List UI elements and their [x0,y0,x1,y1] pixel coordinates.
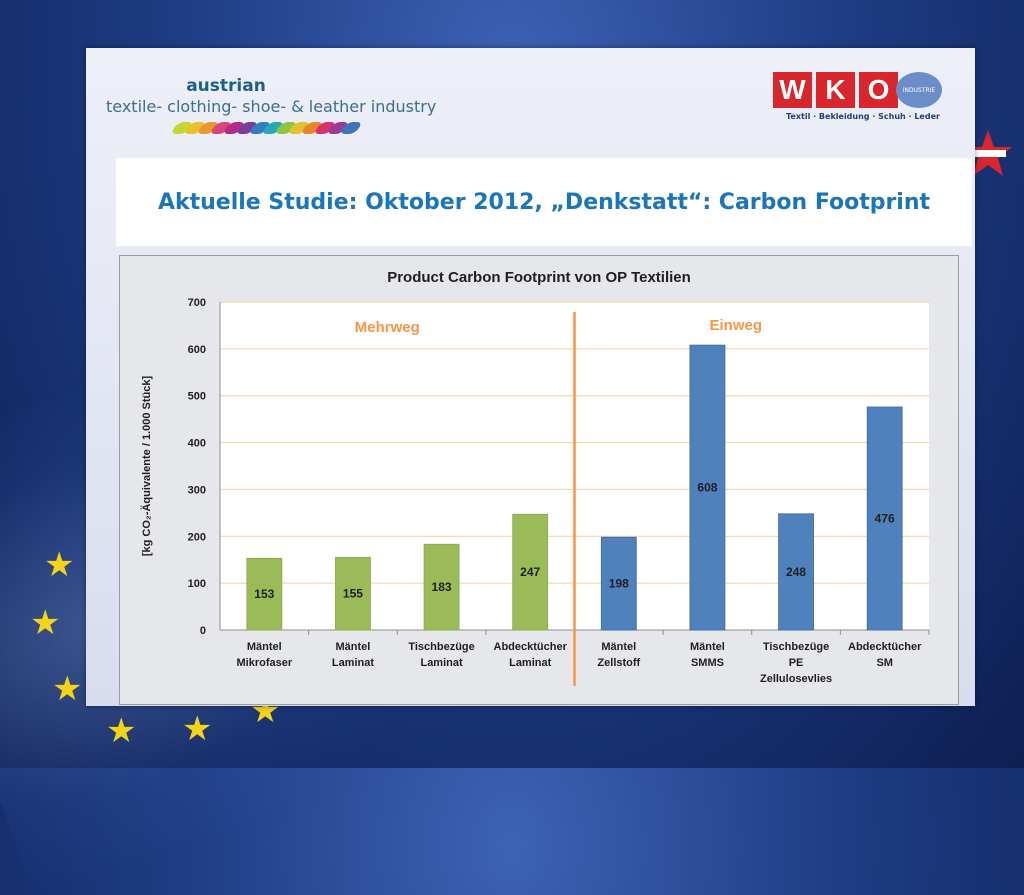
x-tick-label: Zellstoff [597,657,640,669]
x-tick-label: SMMS [691,657,724,669]
bar [866,406,903,631]
eu-star-icon: ★ [44,545,75,585]
x-tick-label: Mäntel [336,641,371,653]
x-tick-label: Laminat [509,657,552,669]
wko-industrie-badge: INDUSTRIE [896,72,942,108]
eu-star-icon: ★ [106,711,137,751]
bar [246,557,283,631]
x-tick-label: PE [789,657,804,669]
wko-logo: W K O INDUSTRIE Textil · Bekleidung · Sc… [773,72,953,134]
x-tick-label: Abdecktücher [848,641,922,653]
x-tick-label: Zellulosevlies [760,673,832,685]
x-tick-label: Laminat [332,657,375,669]
austria-star-icon [964,130,1012,176]
x-tick-label: SM [876,657,893,669]
data-label: 248 [786,565,806,579]
bar [600,536,637,631]
y-tick-label: 500 [188,391,206,403]
bar [335,556,371,631]
eu-star-icon: ★ [52,669,83,709]
wko-letter: K [816,72,855,108]
x-tick-label: Mäntel [247,641,282,653]
x-tick-label: Abdecktücher [494,641,568,653]
x-tick-label: Tischbezüge [763,641,829,653]
data-label: 247 [520,565,540,579]
brand-logo: austrian textile- clothing- shoe- & leat… [106,76,436,138]
x-tick-label: Mäntel [601,641,636,653]
group-annotation: Einweg [709,317,762,334]
y-tick-label: 100 [188,578,206,590]
bar [778,513,814,631]
group-annotation: Mehrweg [355,319,420,336]
slide: austrian textile- clothing- shoe- & leat… [86,48,975,706]
data-label: 155 [343,587,363,601]
chart-title: Product Carbon Footprint von OP Textilie… [387,269,691,286]
x-tick-label: Mäntel [690,641,725,653]
y-tick-label: 200 [188,531,206,543]
y-tick-label: 700 [188,297,206,309]
wko-letter: W [773,72,812,108]
bar-chart: Product Carbon Footprint von OP Textilie… [140,269,930,686]
data-label: 153 [254,587,274,601]
bar [423,543,460,631]
y-tick-label: 400 [188,438,206,450]
data-label: 476 [875,511,895,525]
data-label: 183 [432,580,452,594]
y-tick-label: 300 [188,484,206,496]
bar [689,344,726,631]
x-tick-label: Laminat [420,657,463,669]
data-label: 608 [697,481,717,495]
bar [512,513,549,631]
slide-title: Aktuelle Studie: Oktober 2012, „Denkstat… [157,189,931,215]
brand-stripes-graphic [169,120,436,138]
slide-title-box: Aktuelle Studie: Oktober 2012, „Denkstat… [116,158,972,246]
y-tick-label: 600 [188,344,206,356]
wko-subtitle: Textil · Bekleidung · Schuh · Leder [786,112,940,121]
x-tick-label: Tischbezüge [408,641,474,653]
x-tick-label: Mikrofaser [236,657,292,669]
eu-star-icon: ★ [30,603,61,643]
data-label: 198 [609,577,629,591]
eu-star-icon: ★ [182,709,213,749]
wko-letter: O [859,72,898,108]
brand-top-text: austrian [186,76,266,96]
y-tick-label: 0 [200,625,206,637]
chart-container: Product Carbon Footprint von OP Textilie… [119,255,959,705]
y-axis-label: [kg CO₂-Äquivalente / 1.000 Stück] [140,376,153,557]
brand-tagline: textile- clothing- shoe- & leather indus… [106,97,437,116]
